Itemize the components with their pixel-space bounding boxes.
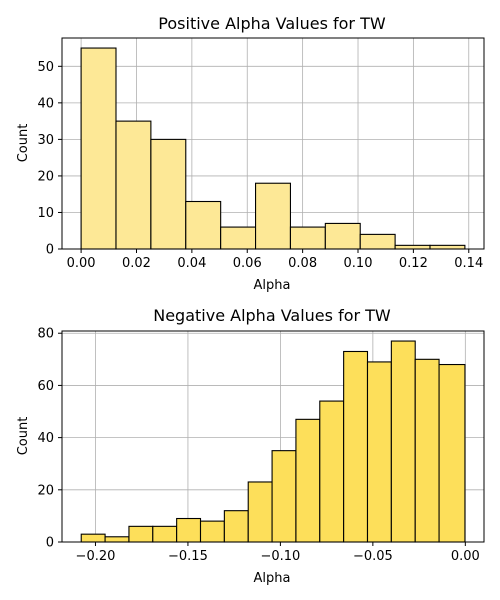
bars bbox=[80, 47, 466, 250]
y-tick-label: 60 bbox=[37, 379, 54, 394]
histogram-bar bbox=[220, 226, 257, 250]
histogram-bar bbox=[390, 340, 416, 543]
y-axis-label: Count bbox=[16, 124, 31, 163]
x-tick-label: −0.15 bbox=[168, 549, 208, 564]
histogram-bar bbox=[247, 481, 273, 543]
histogram-bar bbox=[150, 138, 187, 250]
x-tick-label: 0.14 bbox=[454, 256, 483, 271]
histogram-bar bbox=[295, 418, 321, 543]
y-tick-label: 10 bbox=[37, 206, 54, 221]
y-tick-label: 0 bbox=[46, 536, 54, 551]
x-tick-label: −0.05 bbox=[353, 549, 393, 564]
x-axis-label: Alpha bbox=[254, 278, 291, 293]
x-tick-label: 0.08 bbox=[288, 256, 317, 271]
y-tick-label: 30 bbox=[37, 133, 54, 148]
y-tick-label: 20 bbox=[37, 483, 54, 498]
chart-title: Positive Alpha Values for TW bbox=[158, 14, 386, 33]
bars bbox=[80, 340, 466, 543]
histogram-bar bbox=[394, 244, 431, 250]
histogram-bar bbox=[271, 450, 297, 543]
histogram-bar bbox=[199, 520, 225, 543]
histogram-bar bbox=[176, 517, 202, 543]
histogram-bar bbox=[438, 363, 466, 543]
histogram-bar bbox=[414, 358, 440, 543]
plot-frame bbox=[61, 37, 485, 250]
x-tick-label: 0.10 bbox=[344, 256, 373, 271]
x-tick-label: 0.00 bbox=[451, 549, 480, 564]
x-tick-label: 0.00 bbox=[67, 256, 96, 271]
histogram-bar bbox=[185, 200, 222, 250]
histogram-bar bbox=[152, 525, 178, 543]
histogram-bar bbox=[223, 510, 249, 543]
chart-title: Negative Alpha Values for TW bbox=[153, 306, 391, 325]
plot-frame bbox=[61, 330, 485, 543]
x-tick-label: 0.12 bbox=[399, 256, 428, 271]
histogram-bar bbox=[128, 525, 154, 543]
y-tick-label: 40 bbox=[37, 96, 54, 111]
histogram-bar bbox=[343, 350, 369, 543]
x-tick-label: −0.10 bbox=[260, 549, 300, 564]
negative-alpha-histogram: Negative Alpha Values for TW Alpha Count… bbox=[16, 306, 485, 586]
histogram-bar bbox=[80, 533, 106, 543]
y-tick-label: 40 bbox=[37, 431, 54, 446]
x-axis-ticks: −0.20 −0.15 −0.10 −0.05 0.00 bbox=[76, 542, 480, 564]
x-axis-label: Alpha bbox=[254, 571, 291, 586]
x-tick-label: 0.04 bbox=[177, 256, 206, 271]
y-tick-label: 50 bbox=[37, 60, 54, 75]
histogram-bar bbox=[80, 47, 117, 250]
histogram-bar bbox=[319, 400, 345, 543]
histogram-bar bbox=[115, 120, 152, 250]
y-axis-label: Count bbox=[16, 417, 31, 456]
positive-alpha-histogram: Positive Alpha Values for TW Alpha Count… bbox=[16, 14, 485, 293]
x-axis-ticks: 0.00 0.02 0.04 0.06 0.08 0.10 0.12 0.14 bbox=[67, 249, 483, 271]
histogram-bar bbox=[366, 361, 392, 543]
histogram-bar bbox=[429, 244, 466, 250]
y-tick-label: 20 bbox=[37, 169, 54, 184]
y-tick-label: 80 bbox=[37, 327, 54, 342]
x-tick-label: −0.20 bbox=[76, 549, 116, 564]
histogram-bar bbox=[289, 226, 326, 250]
histogram-bar bbox=[324, 222, 361, 250]
x-tick-label: 0.02 bbox=[122, 256, 151, 271]
histogram-bar bbox=[104, 536, 130, 543]
histogram-bar bbox=[359, 233, 396, 250]
y-axis-ticks: 0 20 40 60 80 bbox=[37, 327, 62, 551]
y-tick-label: 0 bbox=[46, 243, 54, 258]
histogram-bar bbox=[255, 182, 291, 250]
x-tick-label: 0.06 bbox=[233, 256, 262, 271]
y-axis-ticks: 0 10 20 30 40 50 bbox=[37, 60, 62, 258]
